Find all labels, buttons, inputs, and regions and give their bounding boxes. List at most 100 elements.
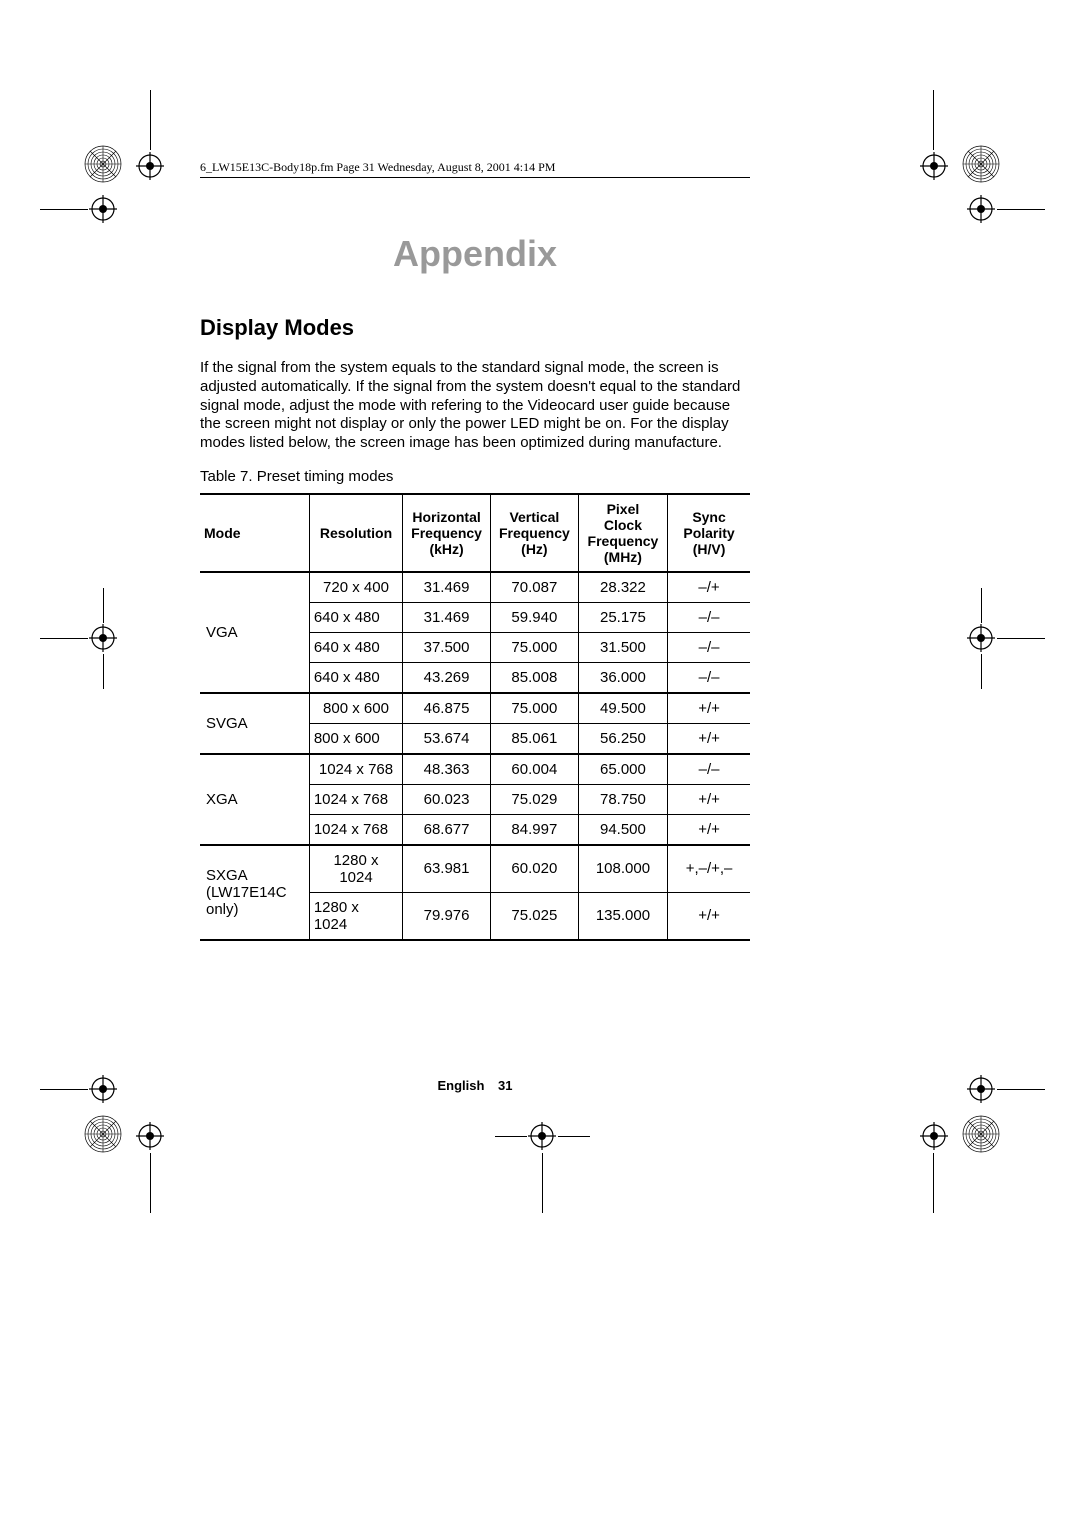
crop-line-icon <box>103 654 104 689</box>
footer-label: English <box>437 1078 484 1093</box>
table-cell: +/+ <box>668 784 750 814</box>
table-cell: +/+ <box>668 814 750 845</box>
crop-line-icon <box>997 1089 1045 1090</box>
table-cell: 75.025 <box>490 892 578 940</box>
table-cell: 31.469 <box>403 572 491 603</box>
table-cell: 65.000 <box>578 754 667 785</box>
table-cell: 1024 x 768 <box>309 814 402 845</box>
mode-cell: XGA <box>200 754 309 845</box>
table-cell: –/– <box>668 602 750 632</box>
crop-line-icon <box>495 1136 527 1137</box>
table-cell: 56.250 <box>578 723 667 754</box>
table-cell: 48.363 <box>403 754 491 785</box>
table-cell: –/– <box>668 662 750 693</box>
body-paragraph: If the signal from the system equals to … <box>200 359 750 453</box>
timing-table: Mode Resolution HorizontalFrequency(kHz)… <box>200 493 750 941</box>
crop-line-icon <box>981 654 982 689</box>
table-cell: 43.269 <box>403 662 491 693</box>
table-cell: 60.004 <box>490 754 578 785</box>
crop-line-icon <box>997 638 1045 639</box>
section-title: Appendix <box>200 233 750 275</box>
table-cell: 640 x 480 <box>309 662 402 693</box>
registration-mark-icon <box>136 152 164 180</box>
registration-mark-icon <box>920 1122 948 1150</box>
crop-line-icon <box>933 90 934 150</box>
mode-cell: SVGA <box>200 693 309 754</box>
crop-rosette-icon <box>84 1115 122 1153</box>
table-cell: +/+ <box>668 723 750 754</box>
page-content: 6_LW15E13C-Body18p.fm Page 31 Wednesday,… <box>200 160 750 941</box>
subsection-title: Display Modes <box>200 315 750 341</box>
table-cell: 31.500 <box>578 632 667 662</box>
registration-mark-icon <box>89 1075 117 1103</box>
table-cell: –/– <box>668 632 750 662</box>
table-cell: 85.008 <box>490 662 578 693</box>
mode-cell: SXGA(LW17E14C only) <box>200 845 309 940</box>
registration-mark-icon <box>920 152 948 180</box>
col-resolution: Resolution <box>309 494 402 572</box>
table-cell: 46.875 <box>403 693 491 724</box>
table-cell: 640 x 480 <box>309 632 402 662</box>
table-cell: 1024 x 768 <box>309 754 402 785</box>
table-row: VGA720 x 40031.46970.08728.322–/+ <box>200 572 750 603</box>
table-cell: 25.175 <box>578 602 667 632</box>
table-cell: 85.061 <box>490 723 578 754</box>
crop-line-icon <box>981 588 982 623</box>
crop-rosette-icon <box>962 145 1000 183</box>
table-cell: 108.000 <box>578 845 667 893</box>
table-cell: 135.000 <box>578 892 667 940</box>
table-cell: 78.750 <box>578 784 667 814</box>
table-cell: 37.500 <box>403 632 491 662</box>
table-cell: 720 x 400 <box>309 572 402 603</box>
crop-line-icon <box>150 90 151 150</box>
footer-page-number: 31 <box>498 1078 512 1093</box>
table-cell: 1280 x 1024 <box>309 892 402 940</box>
table-cell: 75.000 <box>490 693 578 724</box>
col-sync: Sync Polarity(H/V) <box>668 494 750 572</box>
table-cell: 70.087 <box>490 572 578 603</box>
table-cell: 79.976 <box>403 892 491 940</box>
col-hfreq: HorizontalFrequency(kHz) <box>403 494 491 572</box>
table-cell: 28.322 <box>578 572 667 603</box>
crop-line-icon <box>103 588 104 623</box>
registration-mark-icon <box>967 624 995 652</box>
registration-mark-icon <box>967 195 995 223</box>
crop-line-icon <box>150 1153 151 1213</box>
registration-mark-icon <box>967 1075 995 1103</box>
table-cell: 36.000 <box>578 662 667 693</box>
table-cell: 800 x 600 <box>309 693 402 724</box>
table-cell: 640 x 480 <box>309 602 402 632</box>
registration-mark-icon <box>136 1122 164 1150</box>
table-cell: 94.500 <box>578 814 667 845</box>
table-cell: –/– <box>668 754 750 785</box>
table-cell: 59.940 <box>490 602 578 632</box>
page-footer: English 31 <box>200 1078 750 1093</box>
table-row: SXGA(LW17E14C only)1280 x 102463.98160.0… <box>200 845 750 893</box>
table-cell: 31.469 <box>403 602 491 632</box>
registration-mark-icon <box>528 1122 556 1150</box>
table-cell: 60.023 <box>403 784 491 814</box>
mode-cell: VGA <box>200 572 309 693</box>
table-cell: 1024 x 768 <box>309 784 402 814</box>
table-cell: –/+ <box>668 572 750 603</box>
table-cell: 75.000 <box>490 632 578 662</box>
col-mode: Mode <box>200 494 309 572</box>
crop-line-icon <box>558 1136 590 1137</box>
table-cell: 49.500 <box>578 693 667 724</box>
crop-rosette-icon <box>84 145 122 183</box>
crop-line-icon <box>933 1153 934 1213</box>
col-pclk: Pixel ClockFrequency(MHz) <box>578 494 667 572</box>
table-cell: +/+ <box>668 693 750 724</box>
registration-mark-icon <box>89 195 117 223</box>
table-cell: +/+ <box>668 892 750 940</box>
crop-line-icon <box>40 209 88 210</box>
crop-line-icon <box>997 209 1045 210</box>
table-cell: 63.981 <box>403 845 491 893</box>
table-cell: 68.677 <box>403 814 491 845</box>
registration-mark-icon <box>89 624 117 652</box>
table-header-row: Mode Resolution HorizontalFrequency(kHz)… <box>200 494 750 572</box>
table-cell: 1280 x 1024 <box>309 845 402 893</box>
table-cell: 60.020 <box>490 845 578 893</box>
table-cell: 53.674 <box>403 723 491 754</box>
table-row: XGA1024 x 76848.36360.00465.000–/– <box>200 754 750 785</box>
